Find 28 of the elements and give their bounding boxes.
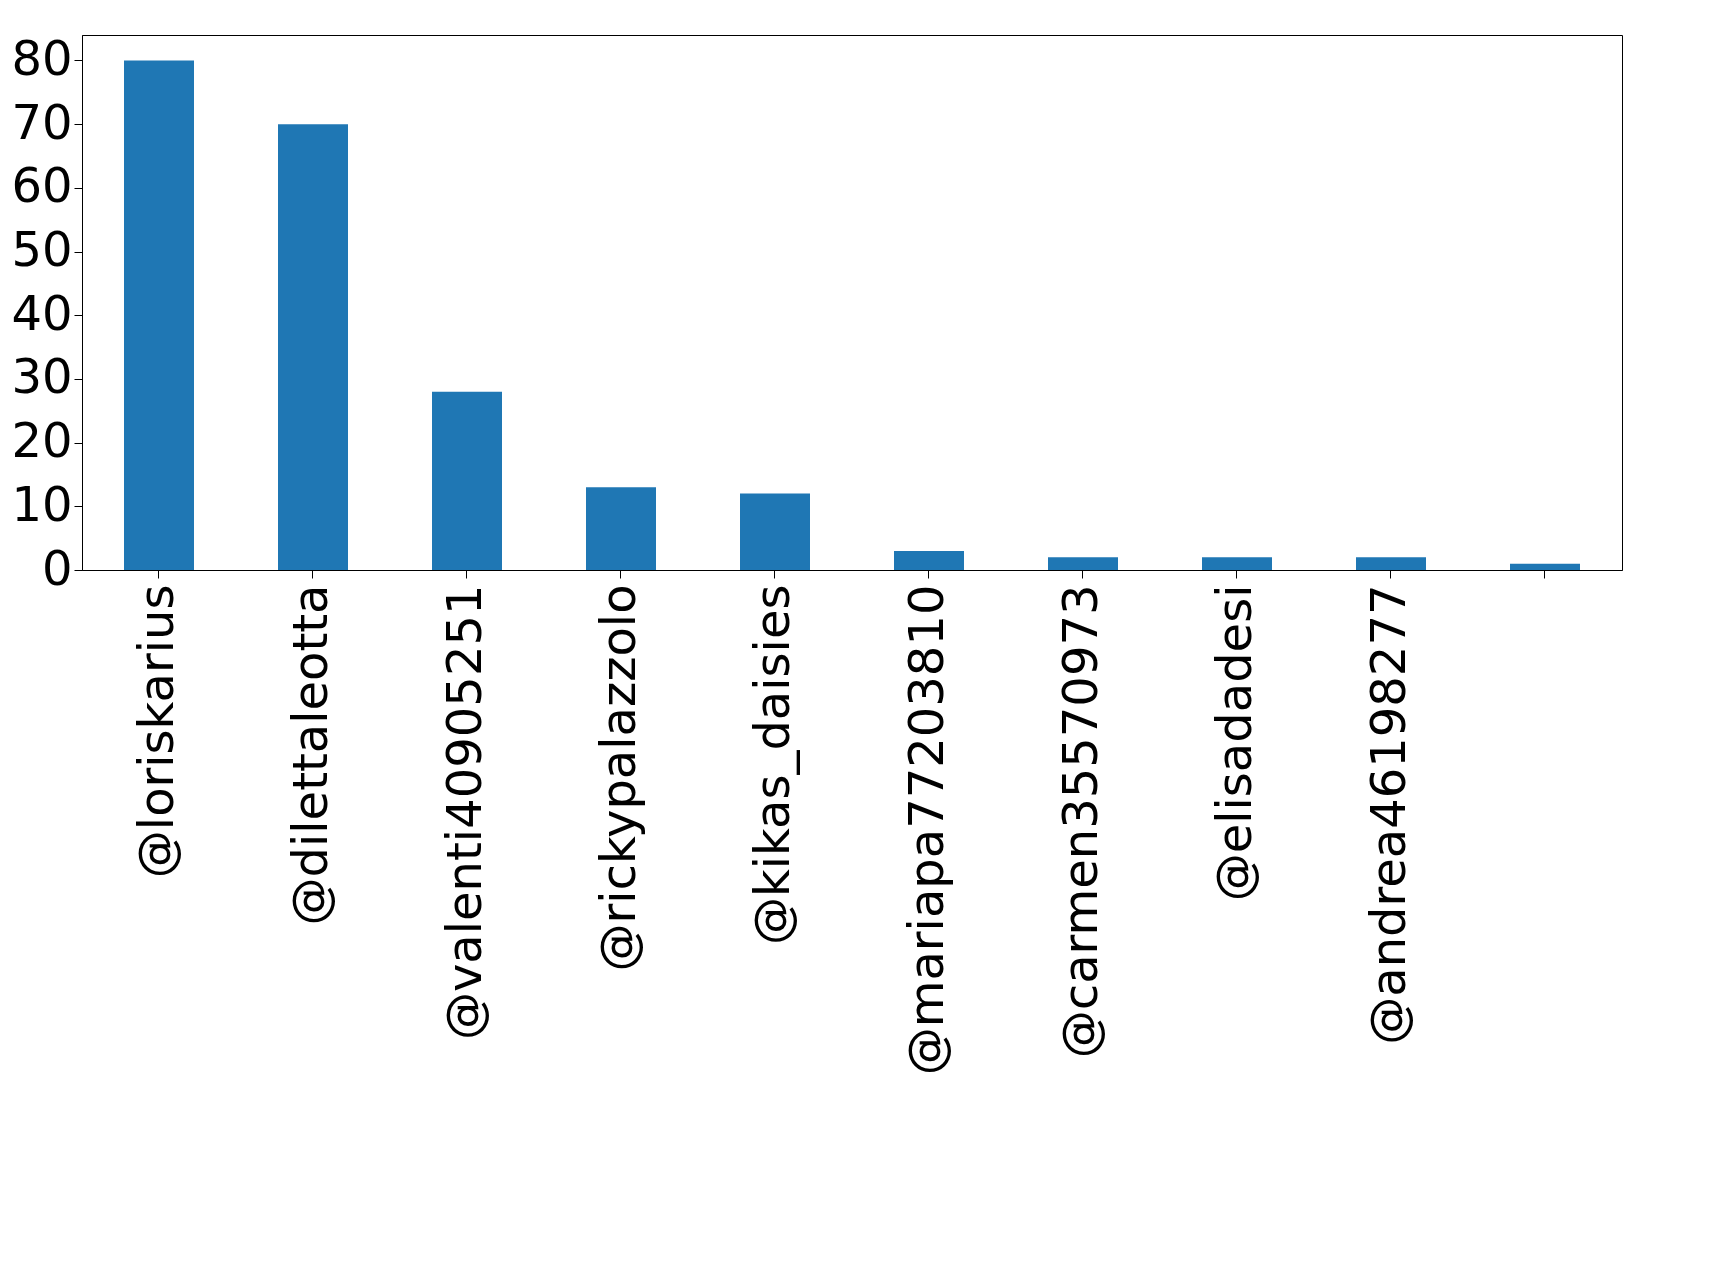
y-tick-label: 10 <box>11 475 73 532</box>
bar <box>124 60 194 570</box>
y-tick-label: 70 <box>11 93 73 150</box>
x-tick-label: @andrea46198277 <box>1360 584 1416 1045</box>
y-tick-label: 60 <box>11 157 73 214</box>
bar <box>1510 563 1580 570</box>
x-tick-label: @valenti40905251 <box>436 584 492 1041</box>
y-tick-label: 40 <box>11 284 73 341</box>
x-tick-label: @rickypalazzolo <box>590 584 646 972</box>
x-tick-label: @dilettaleotta <box>282 584 338 926</box>
y-tick-label: 30 <box>11 348 73 405</box>
y-tick-label: 50 <box>11 221 73 278</box>
bar <box>278 124 348 570</box>
bar <box>740 493 810 570</box>
bar <box>1356 557 1426 570</box>
y-tick-label: 20 <box>11 412 73 469</box>
y-tick-label: 80 <box>11 29 73 86</box>
bar <box>894 550 964 570</box>
bar <box>1202 557 1272 570</box>
y-tick-label: 0 <box>41 539 73 596</box>
x-tick-label: @loriskarius <box>128 584 184 879</box>
x-tick-label: @carmen35570973 <box>1052 584 1108 1059</box>
x-tick-label: @mariapa77203810 <box>898 584 954 1076</box>
x-tick-label: @elisadadesi <box>1206 584 1262 902</box>
x-tick-label: @kikas_daisies <box>744 584 800 946</box>
bar <box>432 391 502 570</box>
bar <box>586 487 656 570</box>
bar <box>1048 557 1118 570</box>
